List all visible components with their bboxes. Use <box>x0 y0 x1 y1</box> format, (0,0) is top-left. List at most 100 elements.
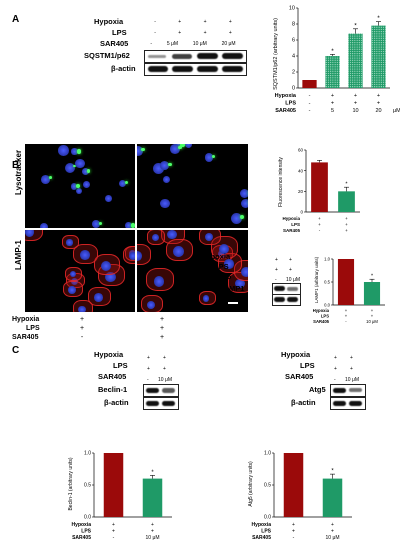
x-row-label: SAR405 <box>275 108 296 114</box>
y-tick-label: 40 <box>298 168 304 173</box>
b-row-label-lysotracker: Lysotracker <box>14 149 23 195</box>
y-tick-label: 0 <box>300 210 303 215</box>
x-row-cell: - <box>319 228 321 233</box>
cell-nucleus <box>80 250 90 261</box>
c-blot-actin-1 <box>143 397 179 410</box>
y-tick-label: 0.0 <box>324 303 330 308</box>
significance-star: * <box>377 15 380 22</box>
cell: - <box>334 377 336 383</box>
x-row-cell: + <box>345 308 348 313</box>
cell: 5 μM <box>166 41 179 47</box>
bar <box>302 80 317 88</box>
cell: + <box>178 19 182 25</box>
a-row-sar405: - 5 μM 10 μM 20 μM <box>143 41 243 47</box>
y-tick-label: 8 <box>292 22 295 28</box>
c-atg5-label-lps: LPS <box>300 361 315 370</box>
x-row-unit: μM <box>393 108 400 114</box>
a-blot-actin <box>144 63 247 76</box>
b-cond-lps: LPS <box>26 325 40 332</box>
cell: 20 μM <box>221 41 236 47</box>
cell: + <box>289 267 292 273</box>
micrograph-lamp1-control <box>25 230 135 312</box>
y-tick-label: 10 <box>289 6 295 12</box>
panel-letter-b: B <box>12 160 20 171</box>
cell: 10 μM <box>345 377 359 383</box>
lysosome-signal <box>140 147 145 152</box>
x-row-label: Hypoxia <box>252 522 272 528</box>
a-label-hypoxia: Hypoxia <box>94 17 124 26</box>
y-tick-label: 0.5 <box>264 483 271 489</box>
cell: - <box>154 19 156 25</box>
x-row-cell: + <box>292 529 295 535</box>
x-row-label: LPS <box>291 222 300 227</box>
cell-nucleus <box>66 239 73 246</box>
a-row-lps: - + + + <box>143 30 243 36</box>
cell-nucleus <box>137 145 143 156</box>
y-tick-label: 2 <box>292 70 295 76</box>
cell: + <box>203 19 207 25</box>
cell-nucleus <box>68 286 76 294</box>
a-blot-p62 <box>144 50 247 63</box>
x-row-cell: + <box>345 222 348 227</box>
c-blot-atg5 <box>330 384 366 397</box>
significance-star: * <box>331 469 334 475</box>
x-row-cell: + <box>331 522 334 528</box>
bar <box>371 25 386 89</box>
cell-nucleus <box>239 189 248 199</box>
cell-nucleus <box>137 251 142 261</box>
significance-star: * <box>345 182 348 188</box>
a-protein-actin: β-actin <box>111 64 136 73</box>
chart-a-p62: SQSTM1/p62 (arbitrary units) 0 2 4 6 8 10 * * * H… <box>273 6 400 114</box>
cell-nucleus <box>77 305 86 312</box>
cell: + <box>147 366 150 372</box>
x-row-cell: + <box>151 529 154 535</box>
cell: + <box>80 325 85 332</box>
significance-star: * <box>151 470 154 476</box>
b-condition-labels: Hypoxia LPS SAR405 <box>12 315 40 342</box>
cell: + <box>289 257 292 263</box>
x-row-cell: + <box>345 216 348 221</box>
cell: 10 μM <box>286 277 300 283</box>
cell: + <box>163 366 166 372</box>
chart-c-atg5: Atg5 (arbitrary units) 0.0 0.5 1.0 * Hypoxia… <box>248 451 352 541</box>
cell-nucleus <box>58 145 69 156</box>
lysosome-signal <box>167 162 172 167</box>
x-row-cell: + <box>345 314 348 319</box>
c-atg5-label-sar405: SAR405 <box>285 372 314 381</box>
cell-nucleus <box>234 278 245 289</box>
cell-nucleus <box>151 234 159 242</box>
lysosome-signal <box>76 149 81 154</box>
c-blot-actin-2 <box>330 397 366 410</box>
lysosome-signal <box>98 221 103 226</box>
chart-c-beclin-ylabel: Beclin-1 (arbitrary units) <box>68 457 74 510</box>
x-row-cell: + <box>371 314 374 319</box>
cell-nucleus <box>170 144 180 154</box>
cell: + <box>160 316 165 323</box>
y-tick-label: 0.0 <box>264 515 271 521</box>
y-tick-label: 1.0 <box>324 257 330 262</box>
b-row-label-lamp1: LAMP-1 <box>14 240 23 270</box>
cell: + <box>160 334 165 341</box>
c-protein-actin-2: β-actin <box>291 398 316 407</box>
lysosome-signal <box>211 154 216 158</box>
y-tick-label: 0.5 <box>324 280 330 285</box>
cell-nucleus <box>218 243 230 255</box>
cell: + <box>334 355 337 361</box>
y-tick-label: 20 <box>298 189 304 194</box>
cell-nucleus <box>81 168 89 176</box>
bar <box>283 453 304 517</box>
cell: 10 μM <box>192 41 207 47</box>
cell-nucleus <box>231 213 242 225</box>
chart-b-lamp1: LAMP1 (arbitrary units) 0.0 0.5 1.0 * Hypoxi… <box>313 256 385 324</box>
cell-nucleus <box>71 148 78 155</box>
chart-a-ylabel: SQSTM1/p62 (arbitrary units) <box>273 18 279 90</box>
cell-nucleus <box>41 174 51 184</box>
x-row-cell: - <box>293 535 295 541</box>
c-beclin-col2: + + 10 μM <box>158 353 172 386</box>
cell-nucleus <box>105 195 112 203</box>
cell-nucleus <box>204 233 214 242</box>
cell-nucleus <box>75 187 83 195</box>
x-row-cell: + <box>377 101 380 107</box>
c-protein-atg5: Atg5 <box>309 385 326 394</box>
cell: + <box>160 325 165 332</box>
